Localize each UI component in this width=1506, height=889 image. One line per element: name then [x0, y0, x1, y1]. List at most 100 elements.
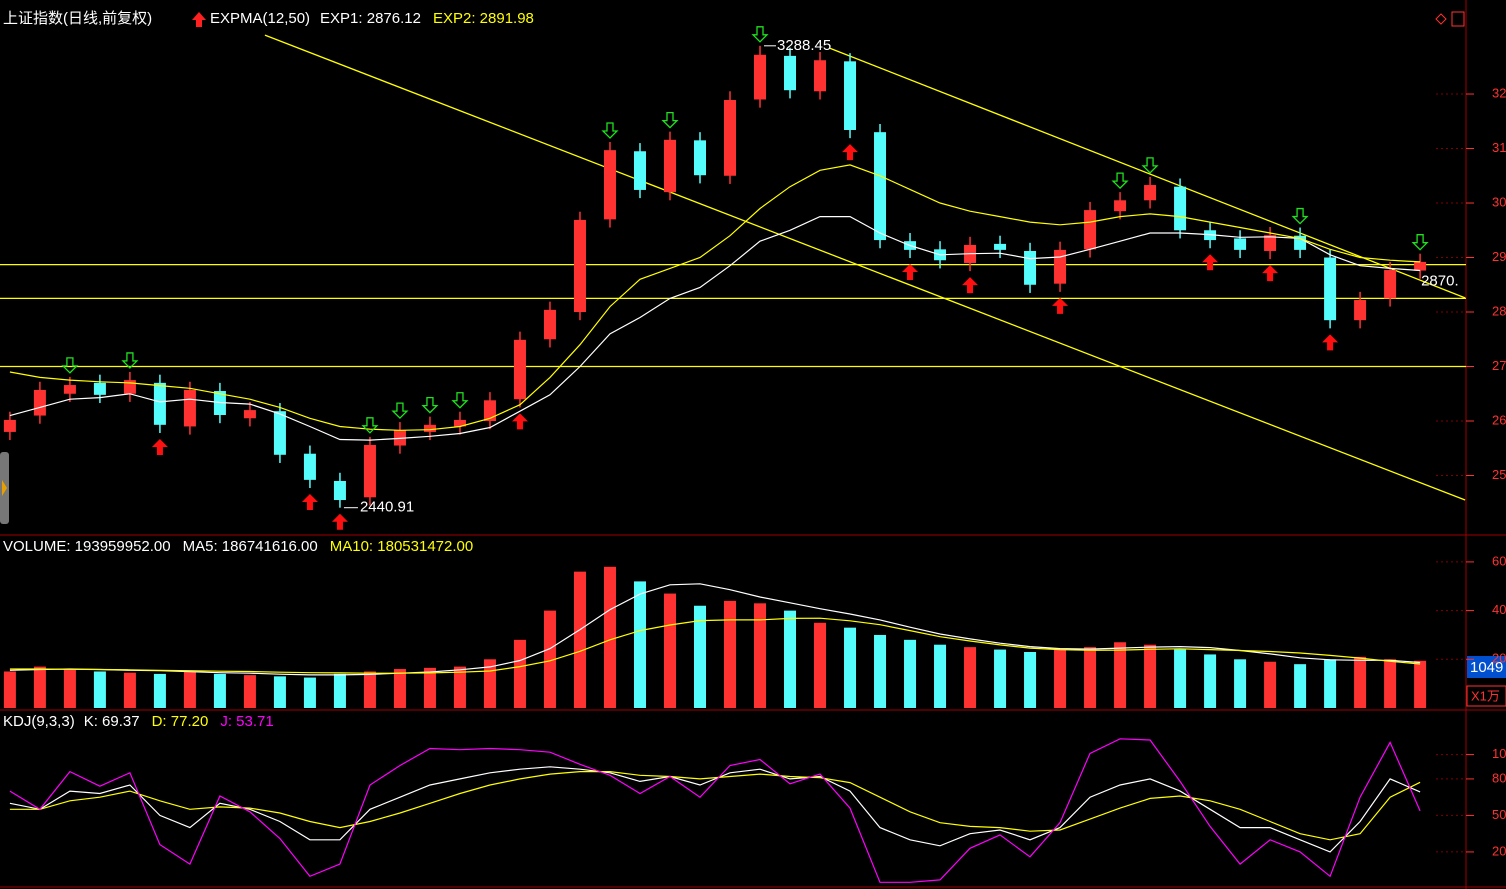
volume-bar [1384, 659, 1397, 708]
volume-bar [363, 671, 376, 708]
buy-signal [1262, 265, 1279, 282]
volume-bar [723, 600, 736, 708]
icon-window[interactable] [1451, 11, 1465, 27]
legend-entry: EXP1: 2876.12 [320, 10, 421, 27]
candle-body [63, 385, 76, 394]
buy-signal [301, 494, 318, 511]
unit-label: X1万 [1471, 688, 1500, 703]
icon-diamond[interactable] [1435, 13, 1447, 25]
candle-body [513, 339, 526, 400]
buy-signal [511, 413, 528, 430]
trend-line [829, 47, 1466, 299]
volume-bar [1294, 664, 1307, 708]
candle-body [183, 389, 196, 427]
candle-body [1084, 210, 1097, 250]
candle-body [333, 480, 346, 501]
y-tick-label: 2000 [1492, 651, 1506, 666]
candle-body [1414, 261, 1427, 271]
candle-body [1234, 238, 1247, 250]
volume-bar [573, 571, 586, 708]
candle-body [1384, 270, 1397, 299]
kdj-title: KDJ(9,3,3) [3, 713, 75, 730]
indicator-name: EXPMA(12,50) [210, 10, 310, 27]
candle-body [633, 151, 646, 190]
candle-body [723, 100, 736, 176]
volume-bar [934, 644, 947, 708]
candle-body [273, 411, 286, 455]
volume-bar [453, 666, 466, 708]
volume-bar [844, 627, 857, 708]
volume-bar [333, 673, 346, 708]
candle-body [483, 400, 496, 422]
volume-bar [213, 673, 226, 708]
unit-box [1466, 685, 1506, 707]
volume-bar [693, 605, 706, 708]
y-tick-label: 2900 [1492, 249, 1506, 264]
buy-signal [902, 264, 919, 281]
volume-bar [1234, 659, 1247, 708]
candle-body [33, 389, 46, 416]
buy-signal [151, 438, 168, 455]
y-tick-label: 4000 [1492, 602, 1506, 617]
annotation: 2440.91 [360, 499, 414, 516]
volume-bar [183, 671, 196, 708]
candle-body [1054, 249, 1067, 284]
buy-signal [962, 277, 979, 294]
main-title: 上证指数(日线,前复权) [3, 9, 152, 27]
sell-signal [1141, 157, 1159, 174]
legend-entry: MA5: 186741616.00 [183, 538, 318, 555]
y-tick-label: 3000 [1492, 194, 1506, 209]
volume-title: VOLUME: 193959952.00 [3, 538, 171, 555]
volume-bar [1204, 654, 1217, 708]
candle-body [1144, 185, 1157, 201]
candle-body [153, 382, 166, 425]
volume-bar [663, 593, 676, 708]
volume-bar [964, 647, 977, 708]
legend-entry: J: 53.71 [220, 713, 273, 730]
sell-signal [1411, 234, 1429, 251]
candle-body [363, 444, 376, 498]
volume-bar [994, 649, 1007, 708]
candle-body [303, 453, 316, 480]
sell-signal [661, 111, 679, 129]
buy-signal [842, 144, 859, 161]
candle-body [1354, 300, 1367, 321]
y-tick-label: 6000 [1492, 553, 1506, 568]
candle-body [994, 243, 1007, 250]
volume-bar [303, 677, 316, 708]
volume-bar [63, 669, 76, 708]
y-tick-label: 20 [1492, 843, 1506, 858]
ma-line [9, 617, 1421, 674]
sell-signal [1111, 172, 1129, 190]
sell-signal [451, 392, 469, 409]
volume-bar [273, 676, 286, 708]
candle-body [784, 55, 797, 91]
legend-entry: K: 69.37 [84, 713, 140, 730]
annotation: 2870. [1421, 272, 1459, 289]
y-tick-label: 2800 [1492, 303, 1506, 318]
volume-bar [603, 566, 616, 708]
legend-entry: D: 77.20 [152, 713, 209, 730]
volume-bar [93, 671, 106, 708]
candle-body [93, 382, 106, 395]
kdj-line [9, 771, 1421, 841]
y-tick-label: 2500 [1492, 467, 1506, 482]
volume-bar [153, 673, 166, 708]
volume-bar [1084, 647, 1097, 708]
annotation: 3288.45 [777, 37, 831, 54]
candle-body [1024, 250, 1037, 285]
candle-body [1114, 200, 1127, 212]
y-tick-label: 50 [1492, 807, 1506, 822]
volume-bar [1414, 660, 1427, 708]
candle-body [3, 419, 16, 432]
sell-signal [421, 396, 439, 414]
ma-line [9, 583, 1421, 676]
sell-signal [121, 352, 139, 369]
candle-body [754, 54, 767, 100]
volume-bar [1324, 659, 1337, 708]
volume-bar [633, 581, 646, 708]
exp-line [9, 164, 1421, 431]
